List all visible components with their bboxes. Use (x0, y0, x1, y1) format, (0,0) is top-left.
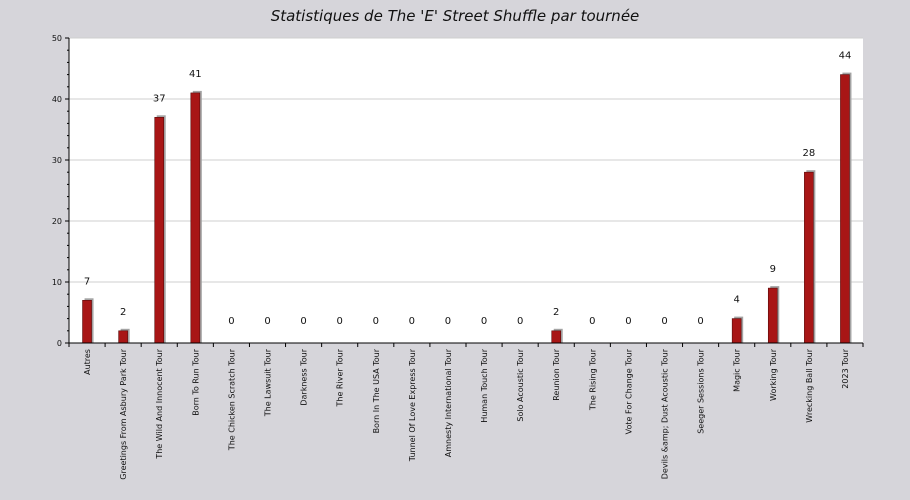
x-tick-label: Tunnel Of Love Express Tour (408, 348, 417, 462)
chart-title: Statistiques de The 'E' Street Shuffle p… (271, 7, 640, 25)
x-tick-label: Solo Acoustic Tour (516, 348, 525, 421)
bar-value-label: 0 (625, 316, 631, 327)
x-tick-label: Seeger Sessions Tour (697, 348, 706, 433)
bar-value-label: 4 (733, 295, 739, 306)
bar-value-label: 2 (120, 307, 126, 318)
bar-value-label: 0 (445, 316, 451, 327)
x-tick-label: Vote For Change Tour (624, 348, 633, 434)
bar-value-label: 0 (589, 316, 595, 327)
plot-area (69, 38, 863, 343)
x-tick-label: The Wild And Innocent Tour (155, 348, 164, 459)
bar-value-label: 0 (373, 316, 379, 327)
y-tick-label: 0 (57, 339, 62, 348)
bar-value-label: 0 (517, 316, 523, 327)
bar-value-label: 41 (189, 69, 202, 80)
bar (551, 330, 562, 344)
y-axis-ticks: 0 10 20 30 40 50 (52, 34, 69, 348)
bar-value-label: 44 (839, 51, 852, 62)
x-tick-label: Wrecking Ball Tour (805, 348, 814, 422)
x-tick-label: Darkness Tour (300, 348, 309, 405)
x-tick-label: Born To Run Tour (191, 348, 200, 415)
x-tick-label: The Chicken Scratch Tour (227, 348, 236, 451)
y-tick-label: 10 (52, 278, 62, 287)
bar (190, 92, 201, 344)
bar-value-label: 2 (553, 307, 559, 318)
x-tick-label: Amnesty International Tour (444, 348, 453, 457)
bar (767, 287, 778, 344)
x-tick-label: 2023 Tour (841, 348, 850, 388)
x-tick-label: The Lawsuit Tour (264, 348, 273, 417)
y-tick-label: 40 (52, 95, 62, 104)
bar (154, 117, 165, 344)
x-tick-label: Devils &amp; Dust Acoustic Tour (661, 348, 670, 479)
y-tick-label: 20 (52, 217, 62, 226)
bar-value-label: 0 (661, 316, 667, 327)
bar-value-label: 0 (228, 316, 234, 327)
x-tick-label: Born In The USA Tour (372, 348, 381, 433)
y-tick-label: 50 (52, 34, 62, 43)
bar (804, 171, 814, 344)
x-tick-label: Reunion Tour (552, 348, 561, 400)
bar-value-label: 0 (264, 316, 270, 327)
bar-value-label: 9 (770, 264, 776, 275)
bar-value-label: 37 (153, 93, 166, 104)
bar (118, 330, 128, 344)
y-tick-label: 30 (52, 156, 62, 165)
bar-value-label: 28 (802, 148, 815, 159)
bar-value-label: 0 (300, 316, 306, 327)
bar-value-label: 7 (84, 276, 90, 287)
x-axis-ticks: Autres Greetings From Asbury Park Tour The… (68, 343, 864, 480)
x-tick-label: Magic Tour (733, 348, 742, 392)
bar-value-label: 0 (336, 316, 342, 327)
x-tick-label: Greetings From Asbury Park Tour (119, 348, 128, 479)
x-tick-label: Autres (83, 349, 92, 375)
bar-value-label: 0 (481, 316, 487, 327)
x-tick-label: The Rising Tour (588, 348, 597, 411)
value-labels: 7 2 37 41 0 0 0 0 0 0 0 0 0 2 0 0 0 0 4 9 28 44 (84, 51, 851, 327)
bar-value-label: 0 (697, 316, 703, 327)
bar-value-label: 0 (409, 316, 415, 327)
x-tick-label: The River Tour (336, 348, 345, 407)
x-tick-label: Human Touch Tour (480, 348, 489, 422)
bar (82, 299, 92, 344)
bar (731, 318, 742, 344)
x-tick-label: Working Tour (769, 348, 778, 401)
bar (840, 74, 850, 344)
